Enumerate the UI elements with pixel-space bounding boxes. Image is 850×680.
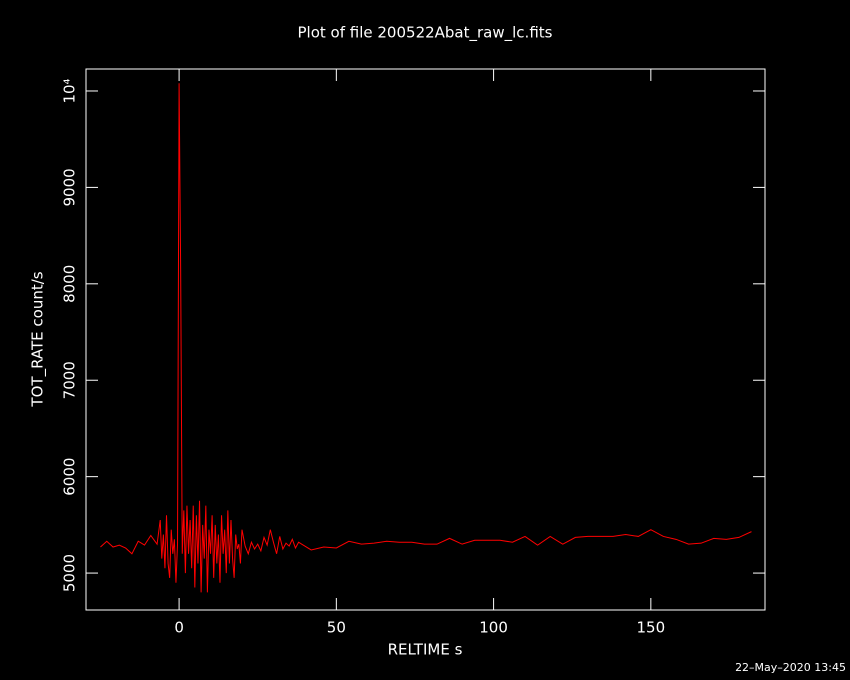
x-axis-label: RELTIME s <box>388 641 463 659</box>
footer-timestamp: 22–May–2020 13:45 <box>735 661 846 674</box>
y-tick-label: 10⁴ <box>61 78 79 103</box>
y-tick-label: 9000 <box>61 168 79 206</box>
plot-frame <box>85 68 766 611</box>
y-axis-label: TOT_RATE count/s <box>29 271 48 407</box>
y-tick-label: 5000 <box>61 554 79 592</box>
y-tick-label: 6000 <box>61 458 79 496</box>
data-line <box>100 83 752 593</box>
y-tick-label: 7000 <box>61 361 79 399</box>
x-tick-label: 100 <box>479 619 508 637</box>
chart-title: Plot of file 200522Abat_raw_lc.fits <box>298 24 553 43</box>
x-tick-label: 50 <box>327 619 346 637</box>
x-tick-label: 0 <box>174 619 184 637</box>
y-tick-label: 8000 <box>61 265 79 303</box>
x-tick-label: 150 <box>637 619 666 637</box>
